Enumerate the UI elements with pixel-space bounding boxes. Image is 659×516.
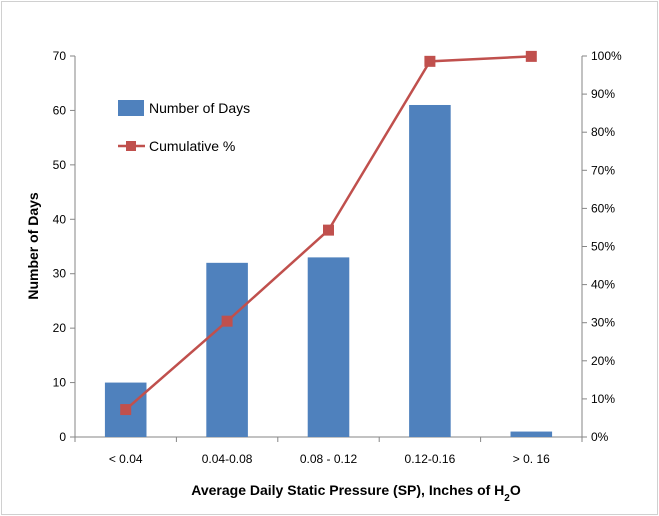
bar bbox=[409, 104, 451, 437]
x-axis-tick-label: 0.12-0.16 bbox=[405, 452, 456, 466]
x-axis-title-suffix: O bbox=[510, 482, 521, 498]
cumulative-marker bbox=[221, 315, 233, 327]
right-axis-tick-label: 60% bbox=[591, 201, 615, 215]
x-axis-title-subscript: 2 bbox=[504, 493, 510, 504]
legend: Number of Days Cumulative % bbox=[118, 100, 250, 154]
right-axis-tick-label: 100% bbox=[591, 49, 622, 63]
legend-label-cumulative: Cumulative % bbox=[149, 138, 235, 154]
left-axis-tick-label: 50 bbox=[53, 158, 67, 172]
left-axis-tick-label: 20 bbox=[53, 321, 67, 335]
legend-swatch-cumulative-marker bbox=[126, 141, 136, 151]
cumulative-marker bbox=[120, 404, 132, 416]
left-axis-tick-label: 30 bbox=[53, 267, 67, 281]
right-y-axis: 0% 10% 20% 30% 40% 50% 60% 70% 80% 90% 100% bbox=[581, 49, 622, 444]
x-axis-tick-label: > 0. 16 bbox=[513, 452, 550, 466]
right-axis-tick-label: 30% bbox=[591, 316, 615, 330]
legend-swatch-number-of-days bbox=[118, 100, 144, 116]
bar bbox=[307, 257, 350, 437]
right-axis-tick-label: 0% bbox=[591, 430, 609, 444]
right-axis-tick-label: 70% bbox=[591, 163, 615, 177]
left-axis-tick-label: 10 bbox=[53, 376, 67, 390]
left-y-axis: 0 10 20 30 40 50 60 70 bbox=[53, 49, 76, 444]
bar-series bbox=[104, 104, 553, 437]
x-axis-tick-label: 0.04-0.08 bbox=[202, 452, 253, 466]
right-axis-tick-label: 80% bbox=[591, 125, 615, 139]
line-series bbox=[120, 50, 537, 416]
x-axis-title-main: Average Daily Static Pressure (SP), Inch… bbox=[191, 482, 504, 498]
left-axis-tick-label: 40 bbox=[53, 212, 67, 226]
legend-label-number-of-days: Number of Days bbox=[149, 100, 250, 116]
bar bbox=[510, 431, 553, 437]
cumulative-marker bbox=[323, 224, 334, 236]
bar bbox=[206, 262, 248, 437]
left-axis-tick-label: 0 bbox=[59, 430, 66, 444]
right-axis-tick-label: 20% bbox=[591, 354, 615, 368]
right-axis-tick-label: 90% bbox=[591, 87, 615, 101]
right-axis-tick-label: 50% bbox=[591, 240, 615, 254]
left-axis-tick-label: 70 bbox=[53, 49, 67, 63]
x-axis-tick-label: 0.08 - 0.12 bbox=[300, 452, 358, 466]
y-axis-title: Number of Days bbox=[25, 192, 41, 300]
right-axis-tick-label: 40% bbox=[591, 278, 615, 292]
cumulative-marker bbox=[525, 50, 537, 62]
x-axis-title: Average Daily Static Pressure (SP), Inch… bbox=[191, 482, 521, 504]
right-axis-tick-label: 10% bbox=[591, 392, 615, 406]
x-axis-tick-label: < 0.04 bbox=[109, 452, 143, 466]
left-axis-tick-label: 60 bbox=[53, 103, 67, 117]
cumulative-marker bbox=[424, 55, 436, 67]
